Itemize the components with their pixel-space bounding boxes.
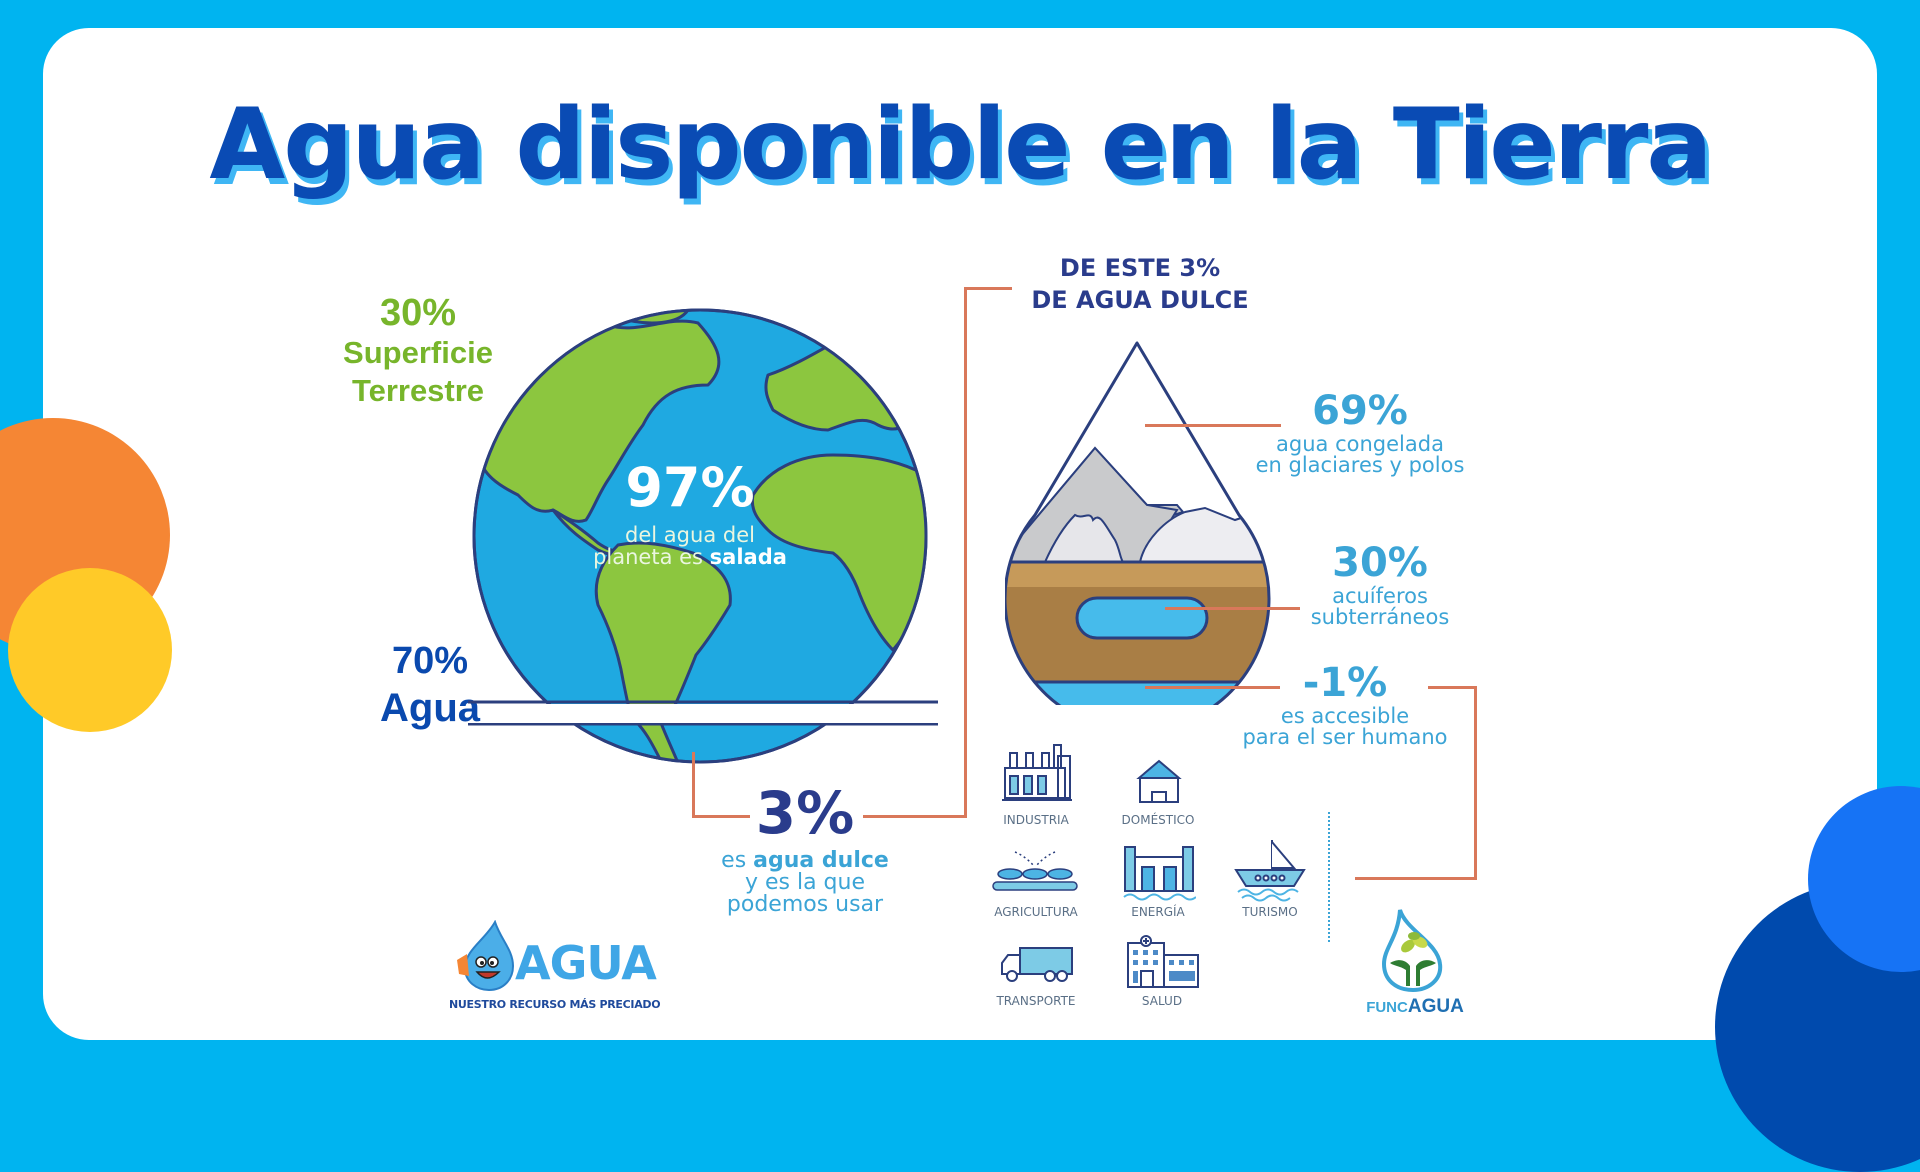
boat-icon [1234, 840, 1306, 902]
freshwater-desc-3: podemos usar [726, 892, 884, 917]
leader-69 [1145, 424, 1281, 427]
earth-globe-icon [468, 308, 938, 764]
agua-logo: AGUA NUESTRO RECURSO MÁS PRECIADO [447, 918, 677, 1018]
land-label: 30% Superficie Terrestre [318, 292, 518, 410]
house-icon [1136, 759, 1182, 803]
water-label: 70% Agua [345, 638, 515, 732]
use-label-domestico: DOMÉSTICO [1121, 813, 1195, 827]
salt-desc-2b: salada [709, 545, 787, 569]
water-text: Agua [380, 686, 480, 730]
use-label-industria: INDUSTRIA [1003, 813, 1069, 827]
salt-desc-2: planeta es salada [560, 546, 820, 568]
funcagua-drop-icon [1381, 909, 1443, 993]
connector-uses-bottom [1355, 877, 1477, 880]
freshwater-desc-2: y es la que [744, 870, 866, 895]
use-label-transporte: TRANSPORTE [996, 994, 1076, 1008]
land-text-2: Terrestre [351, 373, 485, 408]
salt-percent: 97% [625, 456, 755, 519]
freshwater-desc-1: es agua dulce [721, 848, 889, 873]
land-text-1: Superficie [343, 335, 493, 370]
funcagua-logo-text: FUNCAGUA [1366, 996, 1464, 1017]
page-title: Agua disponible en la Tierra [209, 88, 1712, 202]
water-percent: 70% [391, 640, 469, 682]
connector-globe-left [692, 815, 750, 818]
connector-globe-down [692, 752, 695, 817]
use-label-salud: SALUD [1141, 994, 1183, 1008]
use-label-agricultura: AGRICULTURA [994, 905, 1078, 919]
freshwater-percent: 3% [755, 779, 855, 847]
use-label-energia: ENERGÍA [1131, 905, 1185, 919]
stat-accessible: -1% es accesible para el ser humano [1242, 660, 1448, 749]
salt-desc-1: del agua del [625, 523, 755, 547]
stat-frozen: 69% agua congelada en glaciares y polos [1255, 388, 1465, 477]
drop-heading: DE ESTE 3% DE AGUA DULCE [1031, 254, 1249, 314]
stat-aquifers: 30% acuíferos subterráneos [1310, 540, 1450, 629]
connector-3pct-right [863, 815, 967, 818]
water-drop-icon [1005, 341, 1271, 705]
irrigation-icon [992, 851, 1078, 891]
leader-1 [1145, 686, 1280, 689]
funcagua-logo: FUNCAGUA [1350, 908, 1480, 1023]
water-drop-mascot-icon [457, 920, 515, 992]
dam-icon [1123, 846, 1196, 901]
salt-desc-2a: planeta es [593, 545, 710, 569]
decor-circle-yellow [8, 568, 172, 732]
leader-30 [1165, 607, 1300, 610]
use-label-turismo: TURISMO [1242, 905, 1298, 919]
hospital-icon [1127, 935, 1199, 988]
content-panel [43, 28, 1877, 1040]
dotted-separator [1328, 812, 1330, 942]
agua-logo-word: AGUA [515, 936, 657, 990]
connector-uses-vertical [1474, 686, 1477, 880]
truck-icon [1001, 947, 1073, 982]
agua-logo-tagline: NUESTRO RECURSO MÁS PRECIADO [449, 998, 661, 1011]
connector-vertical [964, 287, 967, 818]
land-percent: 30% [379, 292, 457, 334]
salt-water-stat: 97% del agua del planeta es salada [560, 456, 820, 569]
freshwater-stat: 3% es agua dulce y es la que podemos usa… [700, 780, 910, 916]
connector-top [964, 287, 1012, 290]
factory-icon [1002, 744, 1072, 801]
connector-uses-top [1428, 686, 1477, 689]
